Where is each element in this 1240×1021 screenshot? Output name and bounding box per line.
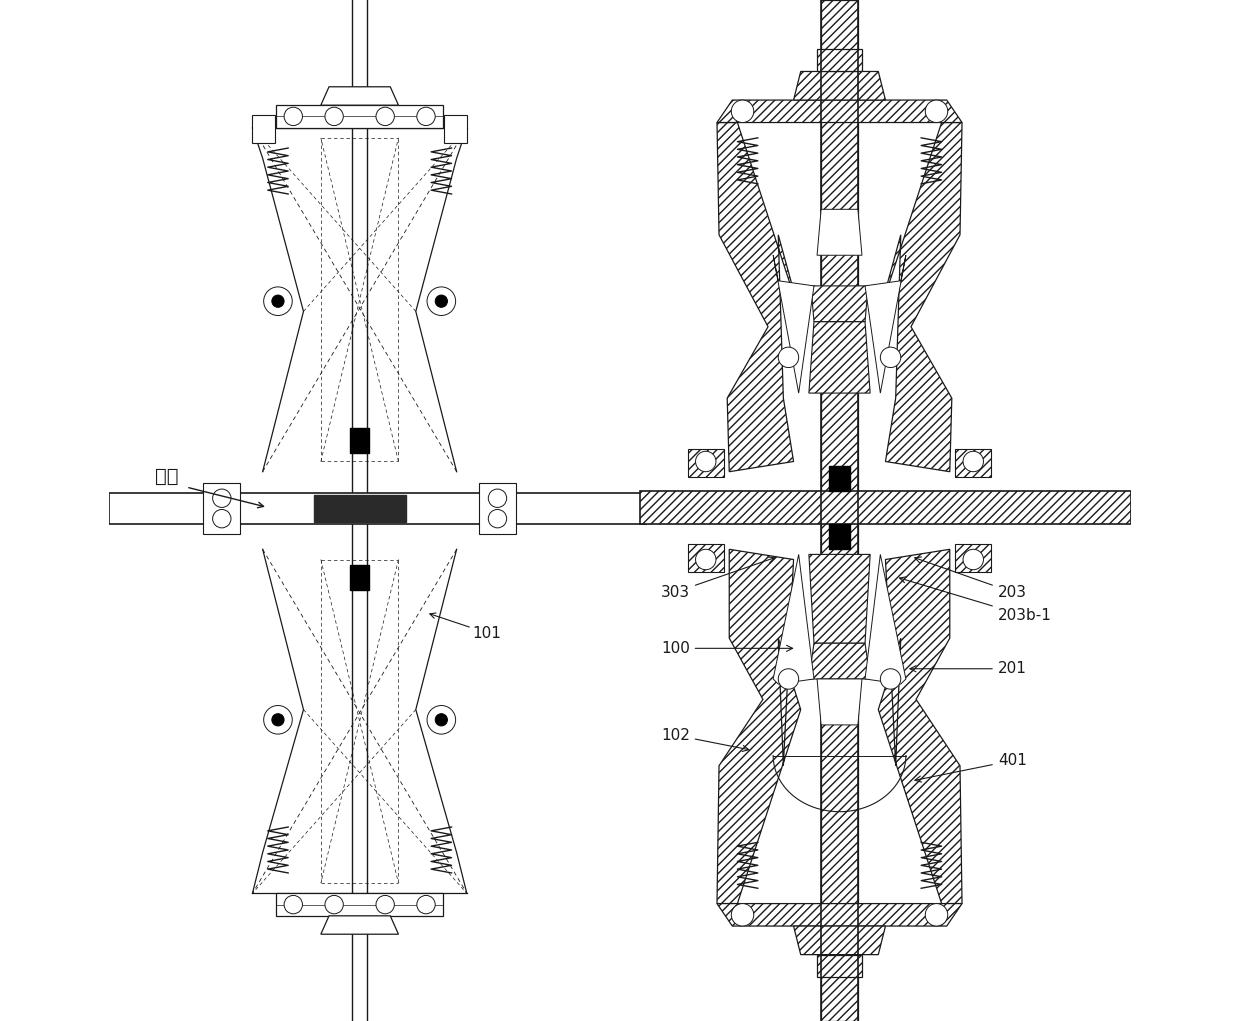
- Circle shape: [212, 489, 231, 507]
- Circle shape: [489, 489, 507, 507]
- Polygon shape: [808, 643, 870, 679]
- Circle shape: [427, 706, 455, 734]
- Text: 203: 203: [915, 556, 1027, 599]
- Bar: [351, 428, 368, 453]
- Circle shape: [732, 100, 754, 123]
- Circle shape: [284, 107, 303, 126]
- Circle shape: [779, 347, 799, 368]
- Polygon shape: [717, 904, 962, 926]
- Circle shape: [963, 451, 983, 472]
- Polygon shape: [866, 554, 906, 684]
- Polygon shape: [878, 123, 962, 472]
- Polygon shape: [444, 115, 466, 143]
- Circle shape: [272, 295, 284, 307]
- Circle shape: [435, 295, 448, 307]
- Text: 303: 303: [661, 556, 775, 599]
- Polygon shape: [109, 493, 646, 524]
- Text: 面板: 面板: [155, 468, 179, 486]
- Circle shape: [376, 107, 394, 126]
- Polygon shape: [253, 115, 275, 143]
- Circle shape: [489, 509, 507, 528]
- Polygon shape: [640, 491, 1131, 524]
- Circle shape: [325, 107, 343, 126]
- Polygon shape: [817, 49, 862, 71]
- Circle shape: [427, 287, 455, 315]
- Circle shape: [696, 451, 715, 472]
- Polygon shape: [321, 87, 398, 105]
- Polygon shape: [794, 71, 885, 100]
- Circle shape: [925, 100, 947, 123]
- Polygon shape: [878, 549, 962, 904]
- Polygon shape: [688, 544, 724, 572]
- Circle shape: [325, 895, 343, 914]
- Polygon shape: [717, 100, 962, 123]
- Text: 102: 102: [661, 728, 749, 751]
- Circle shape: [880, 347, 900, 368]
- Polygon shape: [811, 286, 868, 322]
- Polygon shape: [717, 549, 801, 904]
- Polygon shape: [808, 322, 870, 393]
- Polygon shape: [277, 105, 444, 128]
- Bar: [351, 565, 368, 590]
- Circle shape: [376, 895, 394, 914]
- Circle shape: [417, 895, 435, 914]
- Text: 401: 401: [915, 753, 1027, 782]
- Polygon shape: [717, 123, 801, 472]
- Text: 101: 101: [472, 626, 501, 640]
- Circle shape: [284, 895, 303, 914]
- Polygon shape: [774, 255, 813, 393]
- Circle shape: [212, 509, 231, 528]
- Polygon shape: [821, 0, 858, 1021]
- Polygon shape: [794, 926, 885, 955]
- Polygon shape: [203, 483, 241, 534]
- Polygon shape: [955, 544, 991, 572]
- Circle shape: [435, 714, 448, 726]
- Polygon shape: [688, 449, 724, 477]
- Polygon shape: [817, 209, 862, 255]
- Bar: [314, 495, 405, 522]
- Circle shape: [264, 706, 293, 734]
- Circle shape: [880, 669, 900, 689]
- Text: 201: 201: [910, 662, 1027, 676]
- Polygon shape: [866, 255, 906, 393]
- Circle shape: [732, 904, 754, 926]
- Bar: [830, 466, 849, 491]
- Polygon shape: [774, 554, 813, 684]
- Circle shape: [272, 714, 284, 726]
- Polygon shape: [479, 483, 516, 534]
- Circle shape: [779, 669, 799, 689]
- Circle shape: [264, 287, 293, 315]
- Text: 203b-1: 203b-1: [899, 577, 1052, 623]
- Polygon shape: [808, 554, 870, 643]
- Polygon shape: [817, 955, 862, 977]
- Circle shape: [925, 904, 947, 926]
- Polygon shape: [321, 916, 398, 934]
- Polygon shape: [277, 893, 444, 916]
- Polygon shape: [955, 449, 991, 477]
- Bar: [830, 524, 849, 549]
- Circle shape: [417, 107, 435, 126]
- Polygon shape: [817, 679, 862, 725]
- Circle shape: [696, 549, 715, 570]
- Text: 100: 100: [661, 641, 792, 655]
- Circle shape: [963, 549, 983, 570]
